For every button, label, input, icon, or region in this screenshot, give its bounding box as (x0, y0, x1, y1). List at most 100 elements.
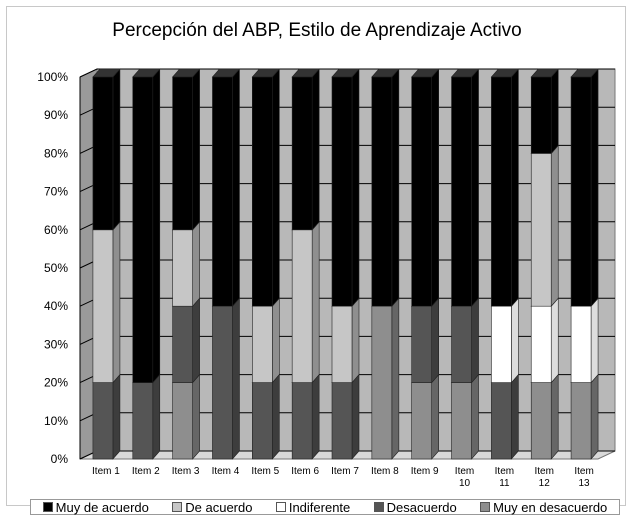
legend-item-muy-en-desacuerdo: Muy en desacuerdo (480, 500, 607, 515)
bar-segment (530, 305, 552, 383)
legend-item-desacuerdo: Desacuerdo (373, 499, 457, 515)
y-tick-label: 30% (44, 337, 68, 351)
bar-segment (570, 305, 592, 383)
bar-segment (411, 382, 432, 460)
bar-side (511, 373, 519, 460)
bar-side (550, 297, 559, 384)
bar-side (232, 68, 240, 307)
y-tick-label: 50% (44, 261, 68, 275)
bar-segment (92, 229, 114, 383)
legend-item-de-acuerdo: De acuerdo (172, 500, 252, 515)
bar-side (511, 68, 519, 307)
y-tick-label: 90% (44, 108, 68, 122)
bar-side (471, 297, 479, 384)
x-tick-label-line2: 13 (579, 478, 591, 489)
bar-side (590, 373, 599, 460)
bar-segment (172, 305, 193, 383)
legend-swatch (480, 502, 491, 512)
bar-segment (252, 305, 273, 383)
chart-title: Percepción del ABP, Estilo de Aprendizaj… (112, 20, 522, 41)
x-tick-label: Item (455, 466, 474, 477)
bar-segment (92, 382, 114, 460)
bar-side (550, 144, 559, 307)
y-tick-label: 20% (44, 376, 68, 390)
bar-segment (371, 76, 393, 307)
bar-segment (172, 382, 193, 460)
bar-segment (331, 76, 353, 307)
bar-side (391, 68, 400, 307)
x-tick-label-line2: 10 (459, 478, 471, 489)
legend-item-muy-de-acuerdo: Muy de acuerdo (42, 499, 149, 515)
chart-legend: Muy de acuerdo De acuerdo Indiferente De… (30, 499, 620, 515)
bar-side (511, 297, 519, 384)
y-tick-label: 60% (44, 223, 68, 237)
bar-side (550, 68, 559, 155)
bar-segment (331, 305, 353, 383)
bar-segment (212, 76, 233, 307)
bar-side (192, 373, 200, 460)
bar-segment (132, 76, 154, 383)
bar-side (112, 221, 121, 384)
bar-segment (530, 382, 552, 460)
x-tick-label: Item 4 (212, 466, 240, 477)
bar-side (351, 297, 360, 384)
legend-label: Muy de acuerdo (55, 499, 149, 515)
bar-side (311, 221, 320, 384)
bar-segment (291, 229, 313, 383)
bar-segment (491, 305, 512, 383)
bar-segment (451, 305, 472, 383)
bar-side (112, 68, 121, 231)
bar-segment (331, 382, 353, 460)
bar-segment (451, 382, 472, 460)
bar-segment (491, 382, 512, 460)
bar-segment (291, 382, 313, 460)
bar-side (232, 297, 240, 460)
legend-swatch (373, 502, 384, 512)
stacked-bar-chart: 0% 10% 20% 30% 40% 50% 60% 70% 80% 90% 100% Item 1 I… (37, 68, 616, 489)
x-tick-label: Item (495, 466, 514, 477)
legend-swatch (275, 502, 286, 512)
bar-segment (172, 76, 193, 231)
legend-item-indiferente: Indiferente (275, 499, 351, 515)
bar-segment (491, 76, 512, 307)
bar-side (311, 68, 320, 231)
bar-segment (92, 76, 114, 231)
legend-swatch (42, 502, 53, 512)
bar-side (192, 221, 200, 307)
x-tick-label-line2: 11 (499, 478, 510, 489)
y-tick-label: 10% (44, 414, 68, 428)
x-tick-label: Item (574, 466, 593, 477)
bar-side (471, 373, 479, 460)
bar-side (590, 68, 599, 307)
bar-side (351, 373, 360, 460)
bar-side (272, 297, 280, 384)
bar-side (550, 373, 559, 460)
x-tick-label: Item 5 (251, 466, 279, 477)
y-tick-label: 70% (44, 185, 68, 199)
x-tick-label: Item 7 (331, 466, 359, 477)
bar-side (391, 297, 400, 460)
y-tick-label: 0% (51, 452, 69, 466)
bar-side (152, 68, 161, 384)
bar-side (431, 373, 439, 460)
x-tick-label: Item 3 (172, 466, 200, 477)
bar-segment (371, 305, 393, 460)
legend-label: Desacuerdo (386, 499, 457, 515)
bar-side (311, 373, 320, 460)
bar-side (431, 297, 439, 384)
x-tick-label: Item (535, 466, 554, 477)
bar-side (272, 373, 280, 460)
bar-segment (570, 76, 592, 307)
x-tick-label: Item 1 (92, 466, 120, 477)
x-tick-label: Item 2 (132, 466, 160, 477)
bar-segment (252, 76, 273, 307)
bar-side (272, 68, 280, 307)
bar-segment (212, 305, 233, 460)
y-tick-label: 80% (44, 146, 68, 160)
bar-side (431, 68, 439, 307)
x-tick-label: Item 6 (291, 466, 319, 477)
legend-label: Indiferente (288, 499, 351, 515)
y-tick-label: 40% (44, 299, 68, 313)
bar-segment (291, 76, 313, 231)
bar-segment (172, 229, 193, 307)
